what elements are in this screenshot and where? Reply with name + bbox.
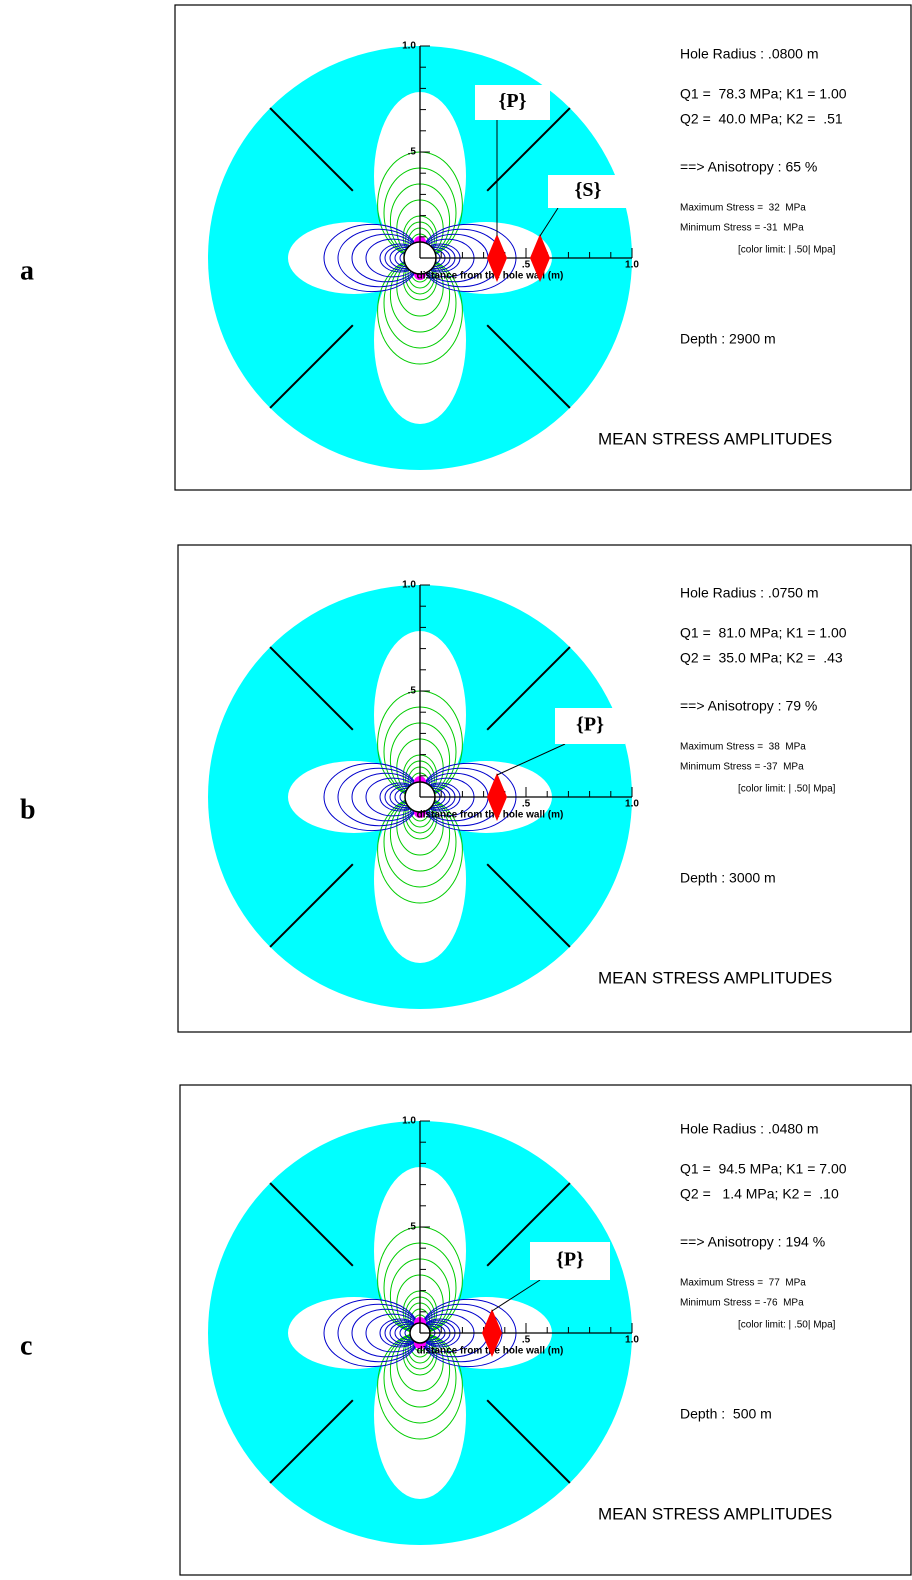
callout: {P} xyxy=(499,90,527,112)
panel-frame xyxy=(174,4,912,491)
marker xyxy=(487,234,507,258)
callout-box xyxy=(548,175,628,208)
info-max-stress: Maximum Stress = 77 MPa xyxy=(680,1278,806,1289)
lobe xyxy=(374,1331,466,1499)
info-anisotropy: ==> Anisotropy : 79 % xyxy=(680,698,817,714)
callout: {S} xyxy=(575,179,602,201)
info-max-stress: Maximum Stress = 38 MPa xyxy=(680,742,806,753)
callout-box xyxy=(555,708,625,744)
marker xyxy=(487,797,507,821)
diagonal xyxy=(486,1182,571,1267)
callout-line xyxy=(491,1279,541,1312)
info-anisotropy: ==> Anisotropy : 194 % xyxy=(680,1234,825,1250)
info-q1: Q1 = 78.3 MPa; K1 = 1.00 xyxy=(680,86,847,102)
marker xyxy=(482,1309,502,1333)
info-depth: Depth : 500 m xyxy=(680,1406,772,1422)
marker xyxy=(487,773,507,797)
info-caption: MEAN STRESS AMPLITUDES xyxy=(598,429,832,448)
marker xyxy=(487,258,507,282)
marker xyxy=(482,1333,502,1357)
diagonal xyxy=(486,107,571,192)
axis-label: .5 xyxy=(522,799,531,810)
info-depth: Depth : 2900 m xyxy=(680,331,776,347)
diagonal xyxy=(269,863,354,948)
info-q2: Q2 = 1.4 MPa; K2 = .10 xyxy=(680,1186,839,1202)
info-q2: Q2 = 40.0 MPa; K2 = .51 xyxy=(680,111,843,127)
callout-line xyxy=(539,207,559,237)
diagonal xyxy=(269,1399,354,1484)
info-caption: MEAN STRESS AMPLITUDES xyxy=(598,1504,832,1523)
axis-label: .5 xyxy=(408,1222,417,1233)
diagonal xyxy=(486,324,571,409)
axis-title: distance from the hole wall (m) xyxy=(417,271,564,282)
lobe xyxy=(374,256,466,424)
diagonal xyxy=(269,1182,354,1267)
info-caption: MEAN STRESS AMPLITUDES xyxy=(598,968,832,987)
axis-label: 1.0 xyxy=(625,260,639,271)
info-hole-radius: Hole Radius : .0480 m xyxy=(680,1121,819,1137)
info-min-stress: Minimum Stress = -31 MPa xyxy=(680,223,804,234)
info-color-limit: [color limit: | .50| Mpa] xyxy=(738,245,836,256)
info-q2: Q2 = 35.0 MPa; K2 = .43 xyxy=(680,650,843,666)
diagonal xyxy=(486,646,571,731)
info-hole-radius: Hole Radius : .0800 m xyxy=(680,46,819,62)
axis-label: .5 xyxy=(408,147,417,158)
info-color-limit: [color limit: | .50| Mpa] xyxy=(738,784,836,795)
diagonal xyxy=(486,1399,571,1484)
info-color-limit: [color limit: | .50| Mpa] xyxy=(738,1320,836,1331)
diagonal xyxy=(269,107,354,192)
axis-label: 1.0 xyxy=(625,1335,639,1346)
panel-label: a xyxy=(20,255,34,286)
axis-label: .5 xyxy=(408,686,417,697)
info-hole-radius: Hole Radius : .0750 m xyxy=(680,585,819,601)
panel-label: c xyxy=(20,1330,32,1361)
info-q1: Q1 = 94.5 MPa; K1 = 7.00 xyxy=(680,1161,847,1177)
axis-label: .5 xyxy=(522,260,531,271)
marker xyxy=(530,234,550,258)
axis-title: distance from the hole wall (m) xyxy=(417,810,564,821)
info-min-stress: Minimum Stress = -76 MPa xyxy=(680,1298,804,1309)
panel-frame xyxy=(179,1084,912,1576)
lobe xyxy=(374,795,466,963)
info-anisotropy: ==> Anisotropy : 65 % xyxy=(680,159,817,175)
axis-label: 1.0 xyxy=(625,799,639,810)
axis-label: 1.0 xyxy=(402,41,416,52)
diagonal xyxy=(269,324,354,409)
diagonal xyxy=(486,863,571,948)
diagonal xyxy=(269,646,354,731)
info-depth: Depth : 3000 m xyxy=(680,870,776,886)
info-min-stress: Minimum Stress = -37 MPa xyxy=(680,762,804,773)
info-q1: Q1 = 81.0 MPa; K1 = 1.00 xyxy=(680,625,847,641)
axis-label: 1.0 xyxy=(402,580,416,591)
axis-label: 1.0 xyxy=(402,1116,416,1127)
callout: {P} xyxy=(556,1249,584,1271)
callout-line xyxy=(496,743,566,776)
panel-frame xyxy=(177,544,912,1033)
marker xyxy=(530,258,550,282)
axis-label: .5 xyxy=(522,1335,531,1346)
callout: {P} xyxy=(576,714,604,736)
callout-box xyxy=(475,85,550,120)
callout-box xyxy=(530,1242,610,1280)
panel-label: b xyxy=(20,794,36,825)
info-max-stress: Maximum Stress = 32 MPa xyxy=(680,203,806,214)
